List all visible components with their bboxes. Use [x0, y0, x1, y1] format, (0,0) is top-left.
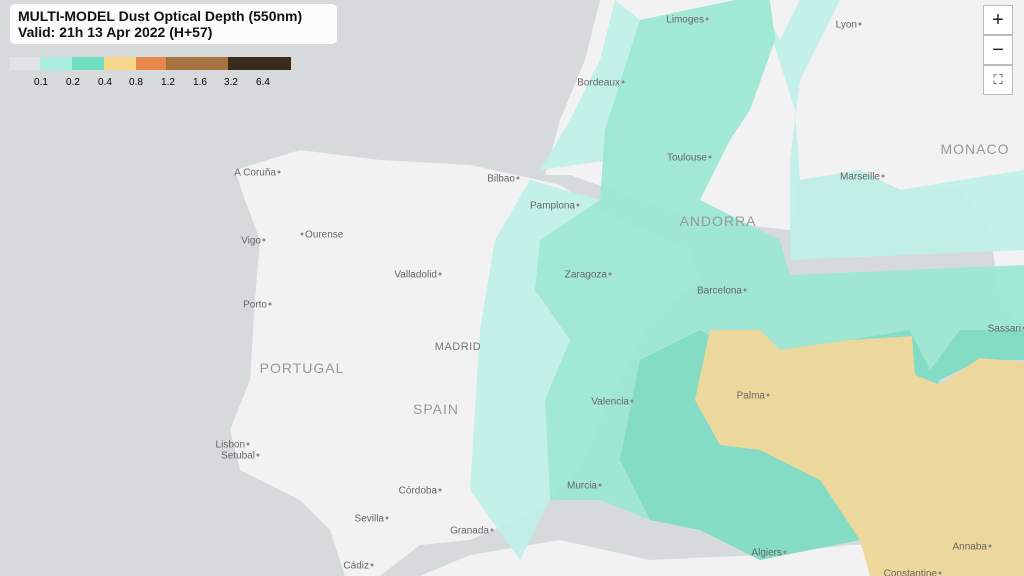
- colorbar-segment: [72, 57, 104, 70]
- city-label: Algiers: [751, 548, 782, 559]
- city-dot: [938, 571, 942, 575]
- city-label: Pamplona: [530, 201, 575, 212]
- city-label: Granada: [450, 526, 489, 537]
- city-label: Vigo: [241, 236, 261, 247]
- city-label: Barcelona: [697, 286, 742, 297]
- city-label: Murcia: [567, 481, 597, 492]
- city-dot: [385, 516, 389, 520]
- colorbar: [10, 57, 291, 70]
- city-dot: [268, 302, 272, 306]
- city-dot: [783, 550, 787, 554]
- city-label: Toulouse: [667, 153, 707, 164]
- colorbar-segment: [40, 57, 72, 70]
- legend-label: 3.2: [224, 77, 238, 88]
- city-label: Bilbao: [487, 174, 515, 185]
- city-dot: [858, 22, 862, 26]
- colorbar-segment: [228, 57, 291, 70]
- colorbar-segment: [136, 57, 166, 70]
- city-dot: [438, 272, 442, 276]
- city-label: Sevilla: [355, 514, 385, 525]
- legend-label: 0.1: [34, 77, 48, 88]
- city-dot: [246, 442, 250, 446]
- city-dot: [300, 232, 304, 236]
- city-dot: [766, 393, 770, 397]
- city-dot: [598, 483, 602, 487]
- city-label: Annaba: [953, 542, 988, 553]
- city-dot: [608, 272, 612, 276]
- valid-time: Valid: 21h 13 Apr 2022 (H+57): [18, 24, 213, 40]
- legend-label: 0.8: [129, 77, 143, 88]
- info-box: MULTI-MODEL Dust Optical Depth (550nm) V…: [10, 4, 337, 44]
- city-label: Valencia: [591, 397, 629, 408]
- city-label: A Coruña: [234, 168, 276, 179]
- zoom-in[interactable]: +: [983, 5, 1013, 35]
- country-label: ANDORRA: [679, 213, 756, 229]
- legend-label: 0.4: [98, 77, 112, 88]
- city-dot: [277, 170, 281, 174]
- city-dot: [256, 453, 260, 457]
- colorbar-segment: [10, 57, 40, 70]
- city-dot: [743, 288, 747, 292]
- city-dot: [630, 399, 634, 403]
- city-label: Lyon: [836, 20, 857, 31]
- city-dot: [262, 238, 266, 242]
- city-label: Zaragoza: [565, 270, 608, 281]
- fullscreen[interactable]: ⛶: [983, 65, 1013, 95]
- city-label: Constantine: [884, 569, 938, 576]
- country-label: PORTUGAL: [260, 360, 345, 376]
- capital-label: MADRID: [435, 341, 481, 353]
- zoom-out[interactable]: −: [983, 35, 1013, 65]
- colorbar-segment: [166, 57, 228, 70]
- city-label: Sassari: [988, 324, 1021, 335]
- city-dot: [708, 155, 712, 159]
- city-label: Bordeaux: [577, 78, 620, 89]
- city-dot: [576, 203, 580, 207]
- colorbar-segment: [104, 57, 136, 70]
- city-dot: [516, 176, 520, 180]
- title: MULTI-MODEL Dust Optical Depth (550nm): [18, 8, 303, 24]
- country-label: MONACO: [941, 141, 1010, 157]
- dust-medium: [535, 0, 1024, 520]
- legend-label: 1.6: [193, 77, 207, 88]
- city-label: Palma: [737, 391, 766, 402]
- city-dot: [370, 563, 374, 567]
- city-dot: [881, 174, 885, 178]
- city-label: Limoges: [666, 15, 704, 26]
- city-label: Ourense: [305, 230, 344, 241]
- city-label: Setubal: [221, 451, 255, 462]
- city-label: Córdoba: [399, 486, 438, 497]
- city-label: Marseille: [840, 172, 880, 183]
- legend-label: 6.4: [256, 77, 270, 88]
- city-label: Lisbon: [216, 440, 245, 451]
- city-dot: [490, 528, 494, 532]
- legend-label: 0.2: [66, 77, 80, 88]
- dust-high: [695, 330, 1024, 576]
- legend-label: 1.2: [161, 77, 175, 88]
- city-label: Valladolid: [394, 270, 437, 281]
- city-label: Porto: [243, 300, 267, 311]
- city-dot: [705, 17, 709, 21]
- city-dot: [988, 544, 992, 548]
- city-dot: [621, 80, 625, 84]
- country-label: SPAIN: [413, 401, 459, 417]
- city-dot: [438, 488, 442, 492]
- city-label: Cádiz: [343, 561, 369, 572]
